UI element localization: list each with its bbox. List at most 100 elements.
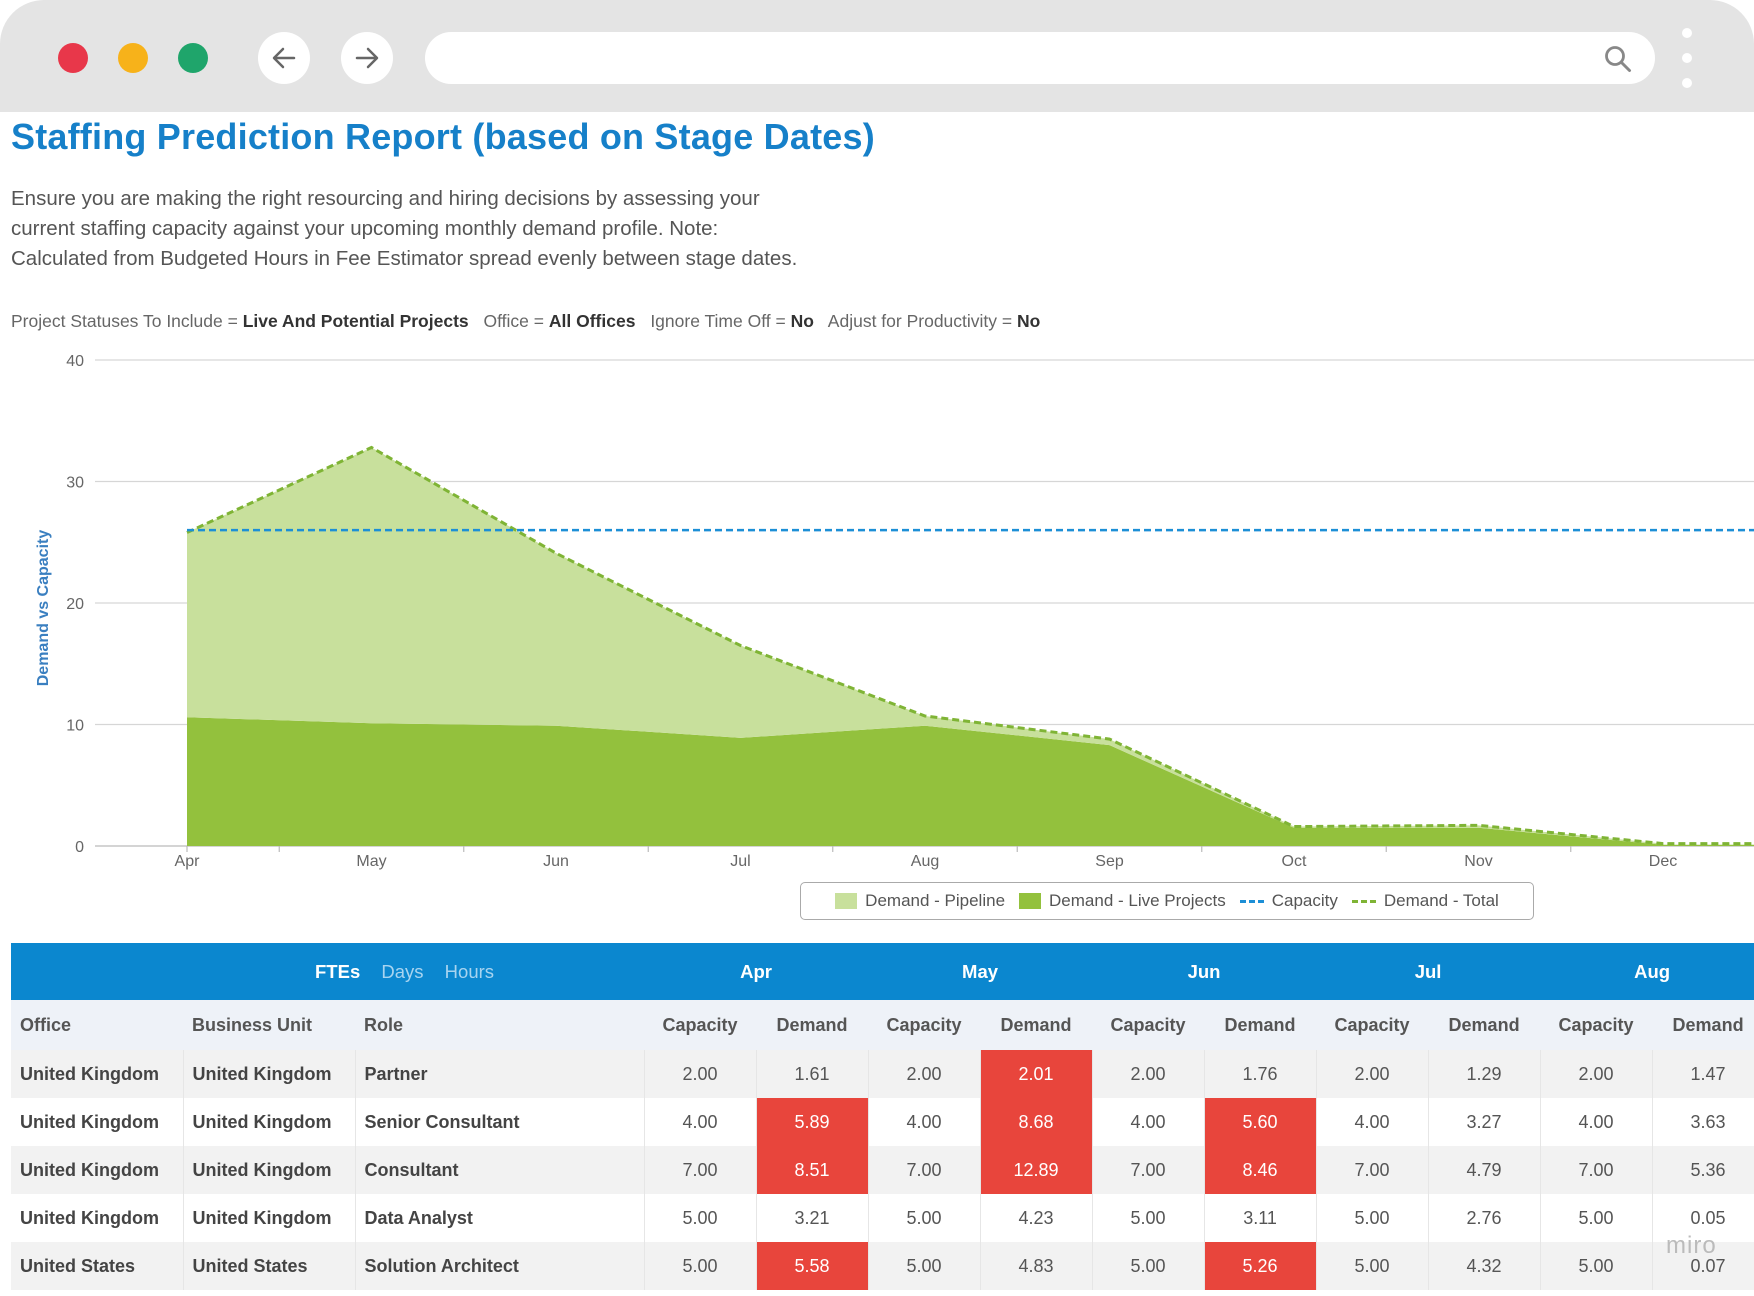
unit-toggle-ftes[interactable]: FTEs [315, 960, 361, 982]
table-row[interactable]: United Kingdom United Kingdom Partner 2.00 1… [11, 1050, 1754, 1098]
cell-role: Partner [355, 1050, 645, 1098]
x-tick-label: Apr [175, 853, 201, 870]
cell-capacity: 5.00 [1316, 1194, 1429, 1242]
cell-capacity: 4.00 [1092, 1098, 1205, 1146]
x-tick-label: Jul [730, 853, 750, 870]
cell-demand: 1.61 [756, 1050, 869, 1098]
cell-demand: 3.11 [1204, 1194, 1317, 1242]
legend-label: Demand - Total [1383, 891, 1499, 910]
filter-office-label: Office = [483, 311, 544, 331]
cell-demand: 2.01 [980, 1050, 1093, 1098]
cell-demand: 4.23 [980, 1194, 1093, 1242]
column-header-demand: Demand [1204, 1000, 1317, 1050]
staffing-table: FTEs Days Hours Apr May Jun Jul Aug Offi… [11, 943, 1754, 1290]
column-header-demand: Demand [1428, 1000, 1541, 1050]
legend-label: Demand - Live Projects [1049, 891, 1226, 910]
table-row[interactable]: United Kingdom United Kingdom Consultant 7.… [11, 1146, 1754, 1194]
cell-capacity: 4.00 [1316, 1098, 1429, 1146]
column-header-row: Office Business Unit Role Capacity Deman… [11, 1000, 1754, 1050]
x-tick-label: Aug [911, 853, 939, 870]
x-tick-label: Dec [1649, 853, 1677, 870]
cell-demand: 5.60 [1204, 1098, 1317, 1146]
cell-demand: 1.47 [1652, 1050, 1754, 1098]
x-tick-label: Sep [1095, 853, 1124, 870]
cell-capacity: 7.00 [1316, 1146, 1429, 1194]
filter-status-value[interactable]: Live And Potential Projects [242, 311, 469, 331]
cell-capacity: 5.00 [644, 1242, 757, 1290]
browser-menu-icon[interactable] [1680, 28, 1694, 88]
month-header: Jul [1316, 943, 1541, 1000]
search-icon[interactable] [1603, 44, 1633, 74]
y-tick-label: 20 [66, 596, 84, 613]
description-line: Ensure you are making the right resourci… [11, 187, 760, 210]
cell-role: Solution Architect [355, 1242, 645, 1290]
filter-timeoff-value[interactable]: No [790, 311, 814, 331]
column-header-office[interactable]: Office [11, 1000, 183, 1050]
cell-demand: 4.83 [980, 1242, 1093, 1290]
filter-productivity-label: Adjust for Productivity = [827, 311, 1013, 331]
month-header: Aug [1540, 943, 1754, 1000]
area-demand-live-projects [187, 717, 1754, 846]
table-row[interactable]: United Kingdom United Kingdom Senior Consu… [11, 1098, 1754, 1146]
page-title: Staffing Prediction Report (based on Sta… [11, 116, 875, 157]
month-header: Apr [644, 943, 869, 1000]
cell-capacity: 2.00 [644, 1050, 757, 1098]
cell-role: Data Analyst [355, 1194, 645, 1242]
cell-capacity: 4.00 [1540, 1098, 1653, 1146]
legend-swatch [1351, 899, 1376, 903]
column-header-business-unit[interactable]: Business Unit [183, 1000, 355, 1050]
table-row[interactable]: United Kingdom United Kingdom Data Analyst… [11, 1194, 1754, 1242]
cell-capacity: 2.00 [1316, 1050, 1429, 1098]
cell-capacity: 5.00 [1092, 1194, 1205, 1242]
cell-role: Senior Consultant [355, 1098, 645, 1146]
cell-demand: 5.36 [1652, 1146, 1754, 1194]
cell-role: Consultant [355, 1146, 645, 1194]
forward-button[interactable] [341, 32, 393, 84]
browser-chrome [0, 0, 1754, 112]
line-demand-total [186, 445, 1754, 846]
chart-legend: Demand - Pipeline Demand - Live Projects… [800, 882, 1534, 920]
filter-status-label: Project Statuses To Include = [11, 311, 238, 331]
cell-office: United Kingdom [11, 1146, 184, 1194]
cell-capacity: 4.00 [868, 1098, 981, 1146]
cell-capacity: 7.00 [1540, 1146, 1653, 1194]
address-bar[interactable] [425, 32, 1655, 84]
cell-capacity: 2.00 [1540, 1050, 1653, 1098]
cell-capacity: 5.00 [1092, 1242, 1205, 1290]
cell-capacity: 2.00 [868, 1050, 981, 1098]
cell-office: United Kingdom [11, 1098, 184, 1146]
column-header-role[interactable]: Role [355, 1000, 645, 1050]
close-window-button[interactable] [58, 43, 88, 73]
maximize-window-button[interactable] [178, 43, 208, 73]
back-button[interactable] [258, 32, 310, 84]
legend-label: Demand - Pipeline [865, 891, 1006, 910]
legend-swatch [1019, 893, 1042, 909]
x-tick-label: May [356, 853, 386, 870]
cell-capacity: 5.00 [1540, 1194, 1653, 1242]
unit-toggle-hours[interactable]: Hours [444, 960, 495, 982]
filter-productivity-value[interactable]: No [1017, 311, 1041, 331]
area-demand-pipeline [187, 447, 1663, 845]
legend-item-live-projects[interactable]: Demand - Live Projects [1019, 891, 1226, 911]
legend-item-total[interactable]: Demand - Total [1351, 891, 1499, 911]
month-header: May [868, 943, 1093, 1000]
column-header-capacity: Capacity [1540, 1000, 1653, 1050]
minimize-window-button[interactable] [118, 43, 148, 73]
filter-timeoff-label: Ignore Time Off = [650, 311, 786, 331]
table-row[interactable]: United States United States Solution Archi… [11, 1242, 1754, 1290]
report-description: Ensure you are making the right resourci… [11, 184, 871, 274]
y-tick-label: 40 [66, 353, 84, 370]
description-line: Calculated from Budgeted Hours in Fee Es… [11, 247, 798, 270]
column-header-capacity: Capacity [1092, 1000, 1205, 1050]
table-header-row: FTEs Days Hours Apr May Jun Jul Aug [11, 943, 1754, 1000]
cell-demand: 8.46 [1204, 1146, 1317, 1194]
legend-item-pipeline[interactable]: Demand - Pipeline [835, 891, 1005, 911]
cell-office: United Kingdom [11, 1194, 184, 1242]
legend-label: Capacity [1271, 891, 1338, 910]
legend-item-capacity[interactable]: Capacity [1239, 891, 1338, 911]
y-axis-label: Demand vs Capacity [35, 530, 52, 687]
filter-office-value[interactable]: All Offices [548, 311, 636, 331]
x-tick-label: Jun [543, 853, 569, 870]
unit-toggle-days[interactable]: Days [381, 960, 424, 982]
cell-demand: 3.63 [1652, 1098, 1754, 1146]
